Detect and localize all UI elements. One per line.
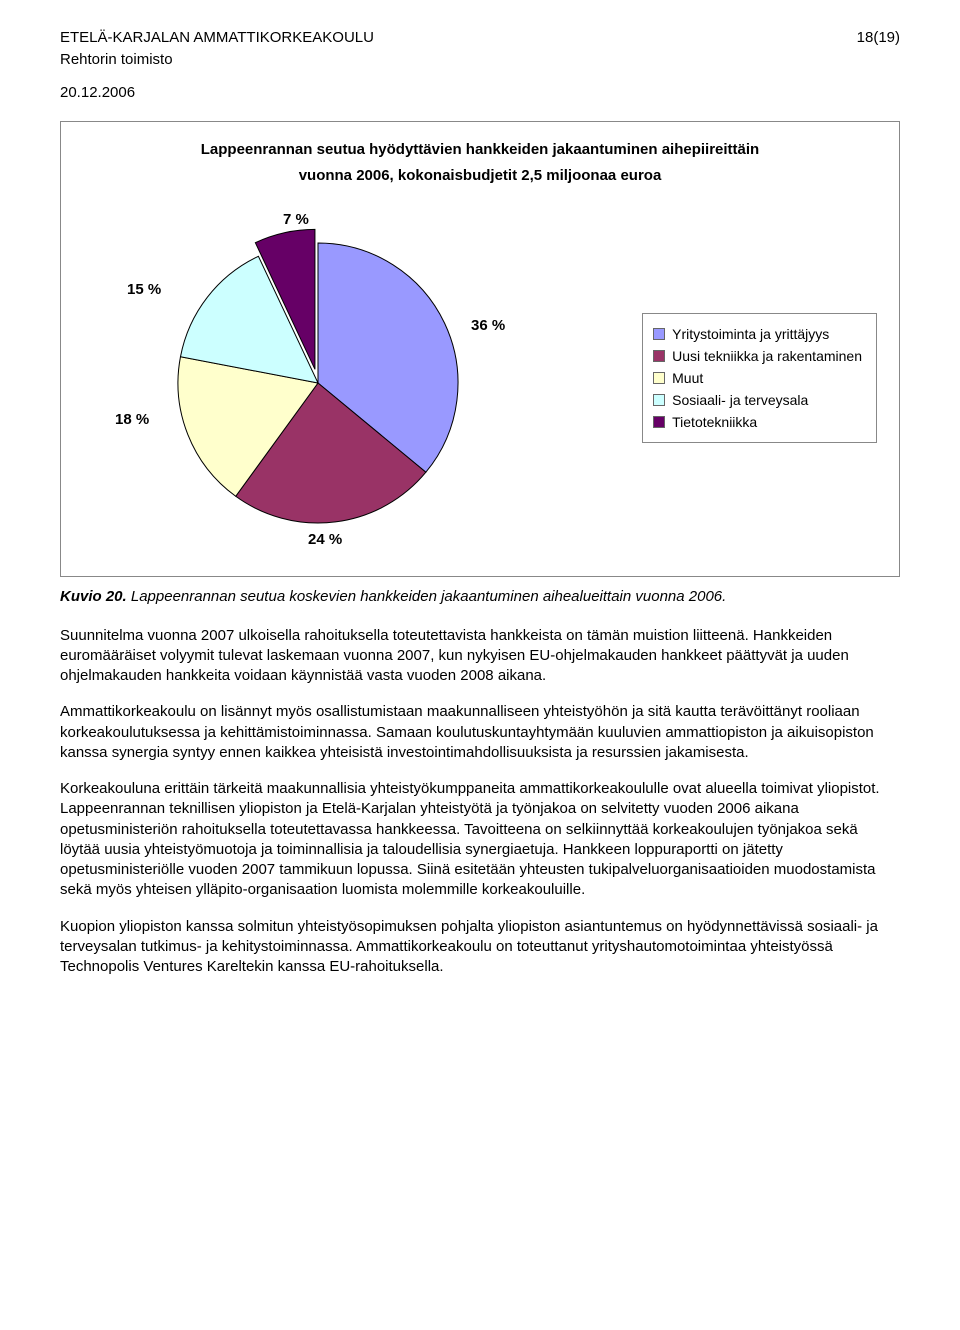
pie-label-36: 36 % bbox=[471, 316, 505, 336]
pie-label-15: 15 % bbox=[127, 280, 161, 300]
caption-prefix: Kuvio 20. bbox=[60, 588, 127, 605]
legend-swatch bbox=[653, 350, 665, 362]
pie-chart: 36 % 24 % 18 % 15 % 7 % bbox=[113, 208, 533, 548]
legend-label: Tietotekniikka bbox=[672, 413, 757, 432]
legend-label: Muut bbox=[672, 369, 703, 388]
chart-title-line2: vuonna 2006, kokonaisbudjetit 2,5 miljoo… bbox=[83, 166, 877, 186]
legend-item: Tietotekniikka bbox=[653, 413, 862, 432]
chart-legend: Yritystoiminta ja yrittäjyys Uusi teknii… bbox=[642, 313, 877, 443]
body-paragraph: Kuopion yliopiston kanssa solmitun yhtei… bbox=[60, 917, 900, 978]
body-paragraph: Korkeakouluna erittäin tärkeitä maakunna… bbox=[60, 779, 900, 901]
body-paragraph: Ammattikorkeakoulu on lisännyt myös osal… bbox=[60, 702, 900, 763]
pie-label-24: 24 % bbox=[308, 530, 342, 550]
legend-label: Sosiaali- ja terveysala bbox=[672, 391, 808, 410]
legend-label: Uusi tekniikka ja rakentaminen bbox=[672, 347, 862, 366]
figure-caption: Kuvio 20. Lappeenrannan seutua koskevien… bbox=[60, 587, 900, 607]
pie-label-7: 7 % bbox=[283, 210, 309, 230]
org-name: ETELÄ-KARJALAN AMMATTIKORKEAKOULU bbox=[60, 28, 374, 48]
legend-swatch bbox=[653, 416, 665, 428]
legend-label: Yritystoiminta ja yrittäjyys bbox=[672, 325, 829, 344]
document-date: 20.12.2006 bbox=[60, 83, 900, 103]
legend-item: Sosiaali- ja terveysala bbox=[653, 391, 862, 410]
legend-swatch bbox=[653, 328, 665, 340]
legend-item: Muut bbox=[653, 369, 862, 388]
pie-label-18: 18 % bbox=[115, 410, 149, 430]
caption-text: Lappeenrannan seutua koskevien hankkeide… bbox=[127, 588, 727, 605]
legend-swatch bbox=[653, 394, 665, 406]
chart-container: Lappeenrannan seutua hyödyttävien hankke… bbox=[60, 121, 900, 578]
body-paragraph: Suunnitelma vuonna 2007 ulkoisella rahoi… bbox=[60, 626, 900, 687]
office-name: Rehtorin toimisto bbox=[60, 50, 900, 70]
legend-item: Yritystoiminta ja yrittäjyys bbox=[653, 325, 862, 344]
legend-swatch bbox=[653, 372, 665, 384]
chart-title-line1: Lappeenrannan seutua hyödyttävien hankke… bbox=[83, 140, 877, 160]
page-number: 18(19) bbox=[857, 28, 900, 48]
legend-item: Uusi tekniikka ja rakentaminen bbox=[653, 347, 862, 366]
